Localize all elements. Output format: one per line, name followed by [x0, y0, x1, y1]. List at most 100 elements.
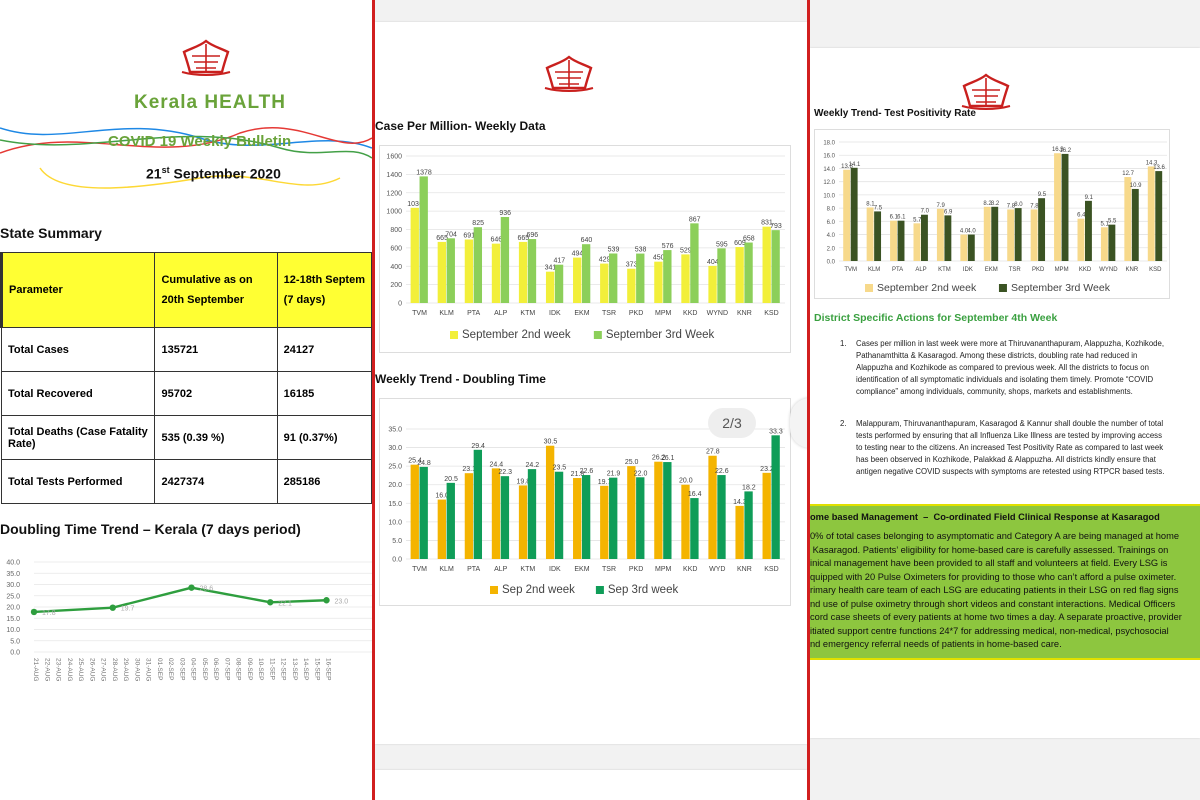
data-label: 33.3 [769, 428, 783, 435]
x-tick-label: PKD [629, 310, 643, 317]
data-label: 19.8 [517, 478, 531, 485]
home-based-management-box: ome based Management – Co-ordinated Fiel… [810, 504, 1200, 660]
data-label: 16.2 [1059, 148, 1071, 154]
page-indicator: 2/3 [708, 408, 756, 438]
legend-swatch [595, 586, 604, 594]
x-tick-label: KKD [1079, 267, 1092, 273]
data-label: 417 [554, 258, 566, 265]
y-tick-label: 5.0 [10, 638, 20, 645]
data-label: 7.8 [1030, 203, 1039, 209]
data-label: 20.5 [444, 476, 458, 483]
x-tick-label: KLM [439, 310, 454, 317]
table-header-row: Parameter Cumulative as on 20th September… [0, 252, 372, 328]
data-label: 529 [680, 247, 692, 254]
bar [1007, 209, 1015, 261]
bar [663, 250, 672, 303]
data-point [323, 597, 330, 604]
y-tick-label: 1600 [386, 154, 402, 161]
bar [654, 461, 663, 559]
legend-swatch [865, 284, 873, 292]
x-tick-label: KSD [764, 310, 778, 317]
x-tick-label: 26-AUG [88, 658, 95, 681]
bar [681, 484, 690, 559]
table-header-cell: Parameter [0, 252, 156, 328]
data-label: 26.1 [661, 455, 675, 462]
x-tick-label: EKM [985, 267, 998, 273]
x-tick-label: 07-SEP [223, 658, 230, 680]
y-tick-label: 800 [390, 227, 402, 234]
x-tick-label: KTM [520, 566, 535, 573]
x-tick-label: KTM [520, 310, 535, 317]
bulletin-title: COVID 19 Weekly Bulletin [108, 133, 292, 150]
case-per-million-bar-chart: 1600 1400 1200 1000 800 600 400 200 0 1036 1378 TVM… [386, 154, 785, 341]
y-tick-label: 10.0 [823, 193, 835, 199]
x-tick-label: IDK [549, 310, 561, 317]
state-summary-table: Parameter Cumulative as on 20th September… [0, 252, 372, 504]
bar [527, 239, 537, 303]
bar [491, 468, 501, 559]
x-tick-label: 21-AUG [32, 658, 39, 681]
list-item-number: 2. [840, 419, 847, 428]
bar [410, 207, 419, 303]
data-label: 9.5 [1038, 192, 1047, 198]
decorative-waves [0, 127, 372, 189]
data-label: 1378 [416, 169, 432, 176]
y-tick-label: 10.0 [6, 627, 20, 634]
doubling-time-heading: Weekly Trend - Doubling Time [375, 372, 546, 386]
bulletin-page-3: Weekly Trend- Test Positivity Rate 18.0 1… [810, 0, 1200, 800]
x-tick-label: 23-AUG [55, 658, 62, 681]
case-per-million-chart-frame: 1600 1400 1200 1000 800 600 400 200 0 1036 1378 TVM… [379, 145, 791, 353]
y-tick-label: 20.0 [388, 482, 402, 489]
home-care-title: ome based Management – Co-ordinated Fiel… [810, 512, 1160, 522]
x-tick-label: 28-AUG [111, 658, 118, 681]
data-label: 19.7 [121, 606, 135, 613]
doubling-trend-line-chart: 40.0 35.0 30.0 25.0 20.0 15.0 10.0 5.0 0.0 21-AUG… [6, 560, 372, 681]
table-cell: 285186 [276, 459, 372, 504]
y-tick-label: 0.0 [10, 650, 20, 657]
bar [850, 167, 858, 261]
x-tick-label: KSD [764, 566, 778, 573]
bar [600, 263, 609, 303]
data-label: 28.6 [200, 586, 214, 593]
bar [967, 234, 975, 261]
x-tick-label: IDK [963, 267, 973, 273]
data-label: 609 [734, 240, 746, 247]
x-tick-label: 15-SEP [313, 658, 320, 680]
x-tick-label: 24-AUG [66, 658, 73, 681]
bar [744, 491, 753, 559]
x-tick-label: KLM [439, 566, 454, 573]
x-tick-label: 05-SEP [201, 658, 208, 680]
x-tick-label: 03-SEP [178, 658, 185, 680]
bar [866, 207, 874, 261]
case-per-million-heading: Case Per Million- Weekly Data [375, 119, 546, 133]
home-care-line: rimary health care team of each LSG are … [810, 585, 1179, 595]
x-tick-label: MPM [1055, 267, 1069, 273]
x-tick-label: 06-SEP [212, 658, 219, 680]
x-tick-label: 01-SEP [156, 658, 163, 680]
y-tick-label: 8.0 [827, 207, 836, 213]
bar [890, 220, 897, 261]
bar [554, 471, 564, 559]
data-label: 16.0 [435, 493, 449, 500]
bar [500, 217, 510, 303]
home-care-line: Kasaragod. Patients’ eligibility for hom… [810, 544, 1169, 555]
test-positivity-heading: Weekly Trend- Test Positivity Rate [814, 108, 976, 119]
legend-swatch [450, 331, 458, 339]
x-tick-label: KKD [683, 566, 697, 573]
table-cell: 535 (0.39 %) [154, 415, 278, 460]
table-header-cell: Cumulative as on 20th September [154, 252, 278, 328]
data-label: 691 [463, 233, 475, 240]
legend-label: September 2nd week [462, 329, 571, 341]
data-label: 24.2 [525, 462, 539, 469]
data-label: 8.2 [983, 201, 992, 207]
bar [1061, 153, 1069, 261]
y-tick-label: 35.0 [6, 571, 20, 578]
x-tick-label: PKD [629, 566, 643, 573]
x-tick-label: EKM [574, 566, 589, 573]
data-point [267, 599, 274, 606]
data-label: 341 [545, 265, 557, 272]
bar [717, 248, 726, 303]
data-label: 825 [472, 220, 484, 227]
x-tick-label: EKM [574, 310, 589, 317]
data-label: 8.1 [866, 201, 875, 207]
